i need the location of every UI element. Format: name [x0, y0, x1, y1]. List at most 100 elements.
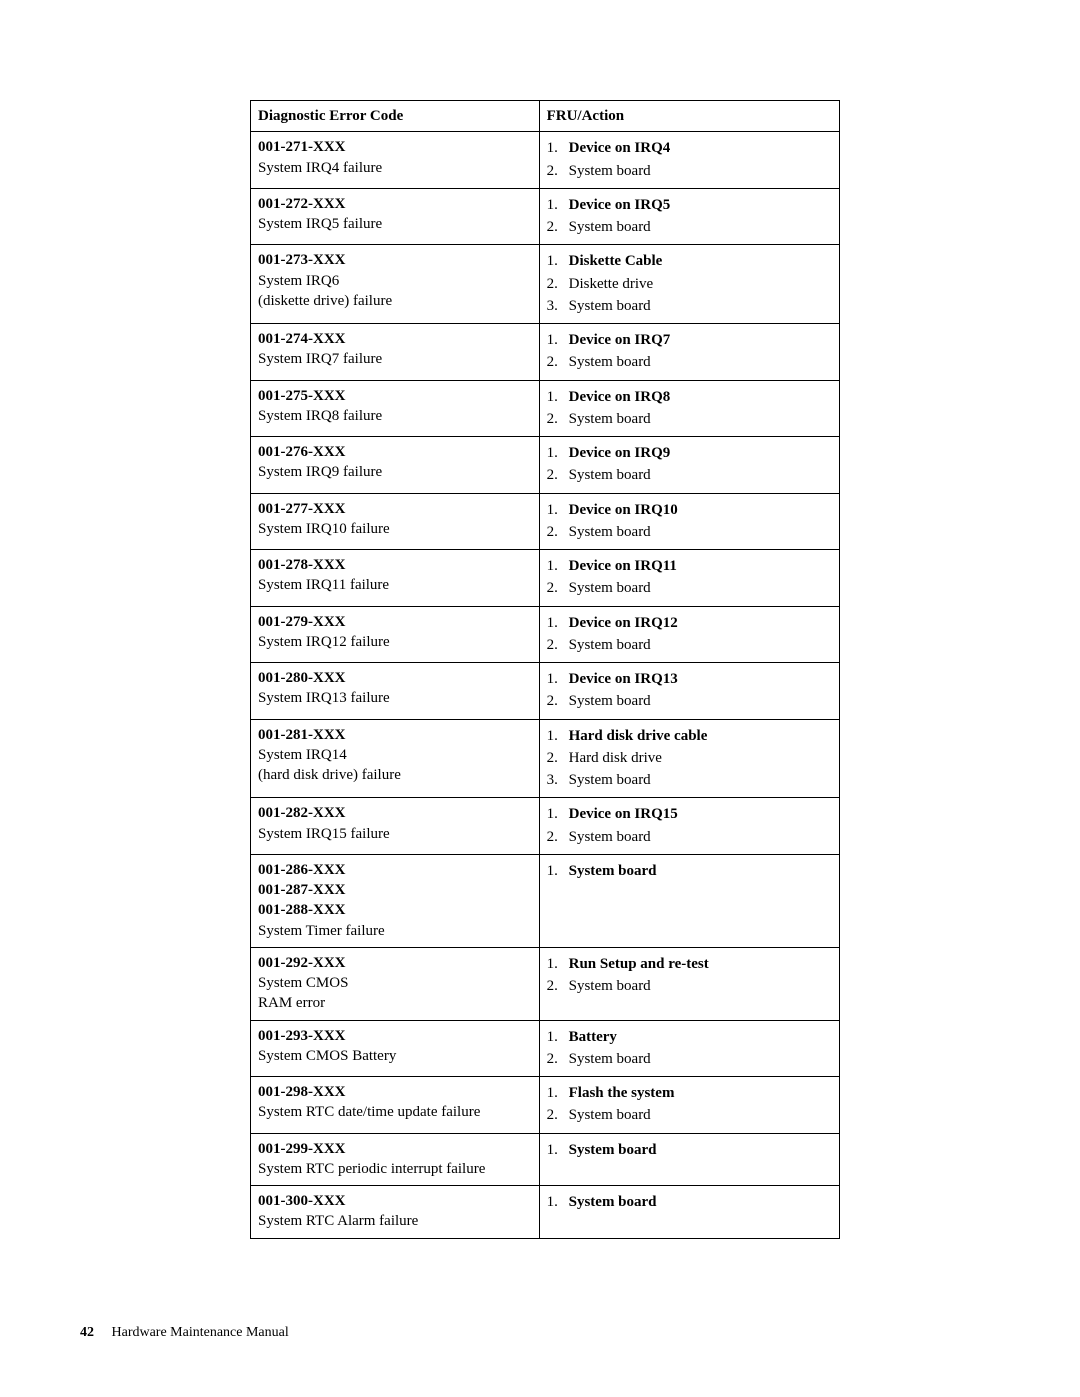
action-number: 1.: [547, 443, 569, 463]
action-list: 1.Device on IRQ92.System board: [547, 442, 832, 487]
action-item: 1.System board: [547, 1191, 832, 1213]
action-number: 2.: [547, 465, 569, 485]
action-text: Device on IRQ13: [569, 669, 832, 689]
action-number: 2.: [547, 352, 569, 372]
action-text: Battery: [569, 1027, 832, 1047]
error-description: System CMOS Battery: [258, 1046, 532, 1066]
error-description: System IRQ4 failure: [258, 158, 532, 178]
action-text: System board: [569, 635, 832, 655]
table-row: 001-276-XXXSystem IRQ9 failure1.Device o…: [251, 437, 840, 494]
header-col-fru-action: FRU/Action: [539, 101, 839, 132]
action-number: 2.: [547, 827, 569, 847]
action-text: Run Setup and re-test: [569, 954, 832, 974]
fru-action-cell: 1.Device on IRQ92.System board: [539, 437, 839, 494]
action-number: 1.: [547, 954, 569, 974]
action-number: 2.: [547, 409, 569, 429]
error-code-cell: 001-280-XXXSystem IRQ13 failure: [251, 663, 540, 720]
action-number: 1.: [547, 726, 569, 746]
action-list: 1.Device on IRQ82.System board: [547, 386, 832, 431]
action-number: 2.: [547, 976, 569, 996]
error-code: 001-271-XXX: [258, 137, 532, 157]
error-code-cell: 001-286-XXX001-287-XXX001-288-XXXSystem …: [251, 854, 540, 947]
error-description: RAM error: [258, 993, 532, 1013]
fru-action-cell: 1.Diskette Cable2.Diskette drive3.System…: [539, 245, 839, 324]
action-list: 1.System board: [547, 1191, 832, 1213]
action-list: 1.Device on IRQ72.System board: [547, 329, 832, 374]
error-code: 001-278-XXX: [258, 555, 532, 575]
fru-action-cell: 1.Battery2.System board: [539, 1020, 839, 1077]
action-item: 2.System board: [547, 351, 832, 373]
action-text: System board: [569, 352, 832, 372]
table-row: 001-293-XXXSystem CMOS Battery1.Battery2…: [251, 1020, 840, 1077]
error-description: System IRQ15 failure: [258, 824, 532, 844]
action-text: System board: [569, 976, 832, 996]
table-row: 001-281-XXXSystem IRQ14(hard disk drive)…: [251, 719, 840, 798]
action-item: 1.Device on IRQ9: [547, 442, 832, 464]
action-item: 2.System board: [547, 1048, 832, 1070]
action-item: 1.Device on IRQ13: [547, 668, 832, 690]
action-list: 1.Device on IRQ122.System board: [547, 612, 832, 657]
action-item: 2.System board: [547, 634, 832, 656]
action-text: Hard disk drive cable: [569, 726, 832, 746]
action-text: Flash the system: [569, 1083, 832, 1103]
action-text: System board: [569, 1192, 832, 1212]
error-description: System IRQ12 failure: [258, 632, 532, 652]
table-row: 001-298-XXXSystem RTC date/time update f…: [251, 1077, 840, 1134]
action-number: 1.: [547, 861, 569, 881]
action-list: 1.Device on IRQ132.System board: [547, 668, 832, 713]
action-item: 1.Flash the system: [547, 1082, 832, 1104]
page-footer: 42 Hardware Maintenance Manual: [80, 1325, 289, 1341]
fru-action-cell: 1.Device on IRQ72.System board: [539, 324, 839, 381]
error-code-cell: 001-272-XXXSystem IRQ5 failure: [251, 188, 540, 245]
error-code: 001-275-XXX: [258, 386, 532, 406]
error-code: 001-279-XXX: [258, 612, 532, 632]
action-number: 1.: [547, 613, 569, 633]
action-text: Device on IRQ15: [569, 804, 832, 824]
fru-action-cell: 1.System board: [539, 1186, 839, 1239]
action-text: System board: [569, 861, 832, 881]
error-code: 001-273-XXX: [258, 250, 532, 270]
action-text: System board: [569, 161, 832, 181]
fru-action-cell: 1.System board: [539, 854, 839, 947]
table-row: 001-272-XXXSystem IRQ5 failure1.Device o…: [251, 188, 840, 245]
table-row: 001-282-XXXSystem IRQ15 failure 1.Device …: [251, 798, 840, 855]
action-list: 1.Flash the system2.System board: [547, 1082, 832, 1127]
table-row: 001-273-XXXSystem IRQ6(diskette drive) f…: [251, 245, 840, 324]
action-text: System board: [569, 217, 832, 237]
action-item: 1.Device on IRQ11: [547, 555, 832, 577]
fru-action-cell: 1.Device on IRQ152.System board: [539, 798, 839, 855]
action-number: 1.: [547, 500, 569, 520]
doc-title: Hardware Maintenance Manual: [112, 1325, 289, 1340]
fru-action-cell: 1.Flash the system2.System board: [539, 1077, 839, 1134]
action-item: 1.Device on IRQ8: [547, 386, 832, 408]
error-description: System CMOS: [258, 973, 532, 993]
error-code-cell: 001-274-XXXSystem IRQ7 failure: [251, 324, 540, 381]
error-code-cell: 001-293-XXXSystem CMOS Battery: [251, 1020, 540, 1077]
action-text: Device on IRQ11: [569, 556, 832, 576]
action-item: 2.System board: [547, 1104, 832, 1126]
action-number: 2.: [547, 161, 569, 181]
error-code: 001-280-XXX: [258, 668, 532, 688]
action-item: 3.System board: [547, 295, 832, 317]
table-row: 001-275-XXXSystem IRQ8 failure1.Device o…: [251, 380, 840, 437]
action-item: 2.Diskette drive: [547, 273, 832, 295]
table-row: 001-300-XXXSystem RTC Alarm failure 1.Sys…: [251, 1186, 840, 1239]
error-code: 001-282-XXX: [258, 803, 532, 823]
action-text: Diskette Cable: [569, 251, 832, 271]
error-code: 001-286-XXX: [258, 860, 532, 880]
action-number: 1.: [547, 556, 569, 576]
error-description: System IRQ10 failure: [258, 519, 532, 539]
action-text: System board: [569, 578, 832, 598]
table-header-row: Diagnostic Error Code FRU/Action: [251, 101, 840, 132]
error-description: System RTC date/time update failure: [258, 1102, 532, 1122]
action-number: 2.: [547, 578, 569, 598]
error-code-cell: 001-292-XXXSystem CMOSRAM error: [251, 947, 540, 1020]
action-item: 1.Device on IRQ10: [547, 499, 832, 521]
table-row: 001-278-XXXSystem IRQ11 failure1.Device …: [251, 550, 840, 607]
action-number: 2.: [547, 635, 569, 655]
action-text: Diskette drive: [569, 274, 832, 294]
action-item: 3.System board: [547, 769, 832, 791]
action-item: 2.System board: [547, 408, 832, 430]
error-code-cell: 001-300-XXXSystem RTC Alarm failure: [251, 1186, 540, 1239]
action-item: 1.Device on IRQ12: [547, 612, 832, 634]
